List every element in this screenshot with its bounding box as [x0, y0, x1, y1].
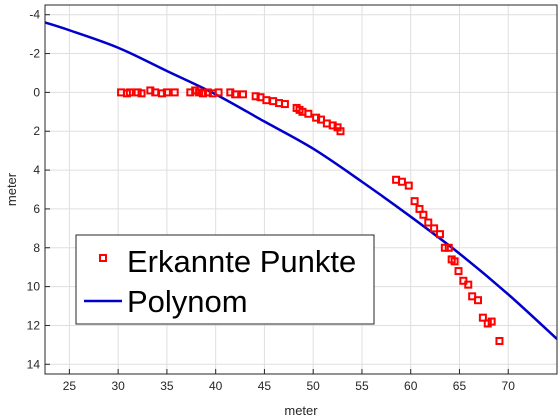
scatter-point — [214, 88, 223, 97]
axis-ticks: 25 30 35 40 45 50 55 60 65 70 -4 -2 0 2 4 6 8 10 12 14 — [27, 8, 516, 393]
scatter-point — [495, 336, 504, 345]
scatter-point — [198, 89, 207, 98]
legend-box — [75, 234, 375, 325]
scatter-point — [478, 313, 487, 322]
scatter-point — [312, 113, 321, 122]
scatter-point — [435, 230, 444, 239]
scatter-point — [464, 280, 473, 289]
y-tick-label: -4 — [29, 8, 40, 22]
polynom-line — [45, 21, 557, 340]
x-tick-label: 25 — [63, 379, 77, 393]
scatter-point — [251, 92, 260, 101]
scatter-point — [231, 90, 240, 99]
scatter-point — [125, 88, 134, 97]
y-tick-label: 6 — [33, 202, 40, 216]
scatter-point — [226, 88, 235, 97]
x-axis-label: meter — [284, 403, 318, 418]
polynom-line-layer — [45, 21, 557, 340]
scatter-point — [454, 267, 463, 276]
scatter-point — [424, 218, 433, 227]
scatter-point — [336, 127, 345, 136]
scatter-point — [410, 197, 419, 206]
y-tick-label: 4 — [33, 163, 40, 177]
y-tick-label: 0 — [33, 85, 40, 99]
y-tick-label: 10 — [27, 280, 41, 294]
legend-marker-erkannte-punkte — [99, 254, 107, 262]
y-tick-label: 12 — [27, 318, 41, 332]
scatter-point — [146, 86, 155, 95]
scatter-point — [419, 210, 428, 219]
x-tick-label: 45 — [258, 379, 272, 393]
scatter-point — [444, 243, 453, 252]
y-axis-label: meter — [4, 172, 19, 206]
scatter-point — [280, 100, 289, 109]
legend-label-erkannte-punkte: Erkannte Punkte — [127, 244, 356, 279]
axes-box — [44, 4, 558, 375]
scatter-point — [158, 89, 167, 98]
legend-label-polynom: Polynom — [127, 284, 248, 319]
x-tick-label: 60 — [404, 379, 418, 393]
scatter-point — [487, 317, 496, 326]
x-tick-label: 30 — [111, 379, 125, 393]
y-tick-label: 2 — [33, 124, 40, 138]
scatter-point — [186, 88, 195, 97]
x-tick-label: 35 — [160, 379, 174, 393]
y-tick-label: 8 — [33, 241, 40, 255]
scatter-point — [170, 88, 179, 97]
scatter-point — [328, 121, 337, 130]
y-tick-label: 14 — [27, 357, 41, 371]
x-tick-label: 50 — [307, 379, 321, 393]
scatter-point — [238, 90, 247, 99]
scatter-point — [404, 181, 413, 190]
scatter-point — [137, 89, 146, 98]
scatter-point — [304, 109, 313, 118]
scatter-point — [203, 88, 212, 97]
x-tick-label: 70 — [502, 379, 516, 393]
scatter-point — [162, 88, 171, 97]
scatter-point — [430, 224, 439, 233]
x-tick-label: 65 — [453, 379, 467, 393]
y-tick-label: -2 — [29, 47, 40, 61]
x-tick-label: 40 — [209, 379, 223, 393]
legend: Erkannte Punkte Polynom — [75, 234, 375, 325]
scatter-point — [474, 296, 483, 305]
scatter-marker-layer — [117, 86, 504, 345]
x-tick-label: 55 — [355, 379, 369, 393]
scatter-point — [450, 257, 459, 266]
